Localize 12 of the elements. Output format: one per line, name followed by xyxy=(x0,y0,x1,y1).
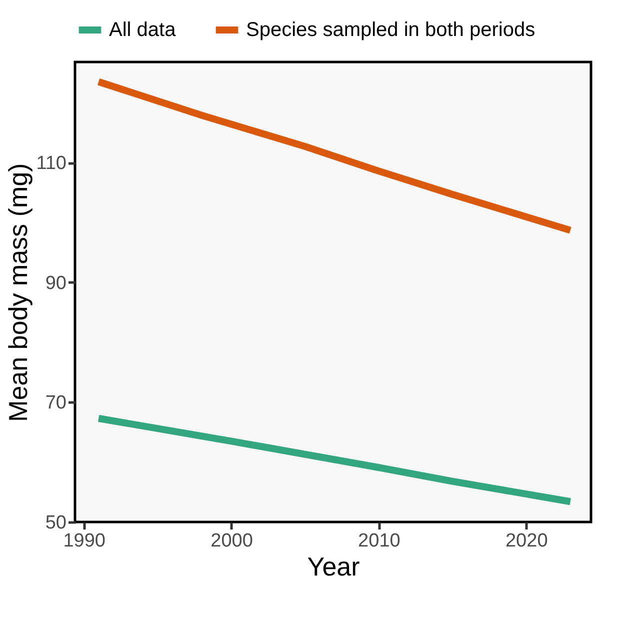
x-axis-title: Year xyxy=(307,552,360,582)
x-tick-label: 1990 xyxy=(63,530,106,552)
x-tick-label: 2000 xyxy=(210,530,253,552)
legend-label: Species sampled in both periods xyxy=(246,19,536,41)
x-tick-label: 2010 xyxy=(358,530,400,552)
y-tick-label: 110 xyxy=(36,153,66,174)
y-axis-title: Mean body mass (mg) xyxy=(3,163,34,422)
y-tick-label: 70 xyxy=(45,392,66,414)
x-tick-label: 2020 xyxy=(505,530,548,552)
y-tick-label: 90 xyxy=(45,272,66,294)
y-tick-label: 50 xyxy=(45,512,66,534)
legend-label: All data xyxy=(109,19,177,41)
